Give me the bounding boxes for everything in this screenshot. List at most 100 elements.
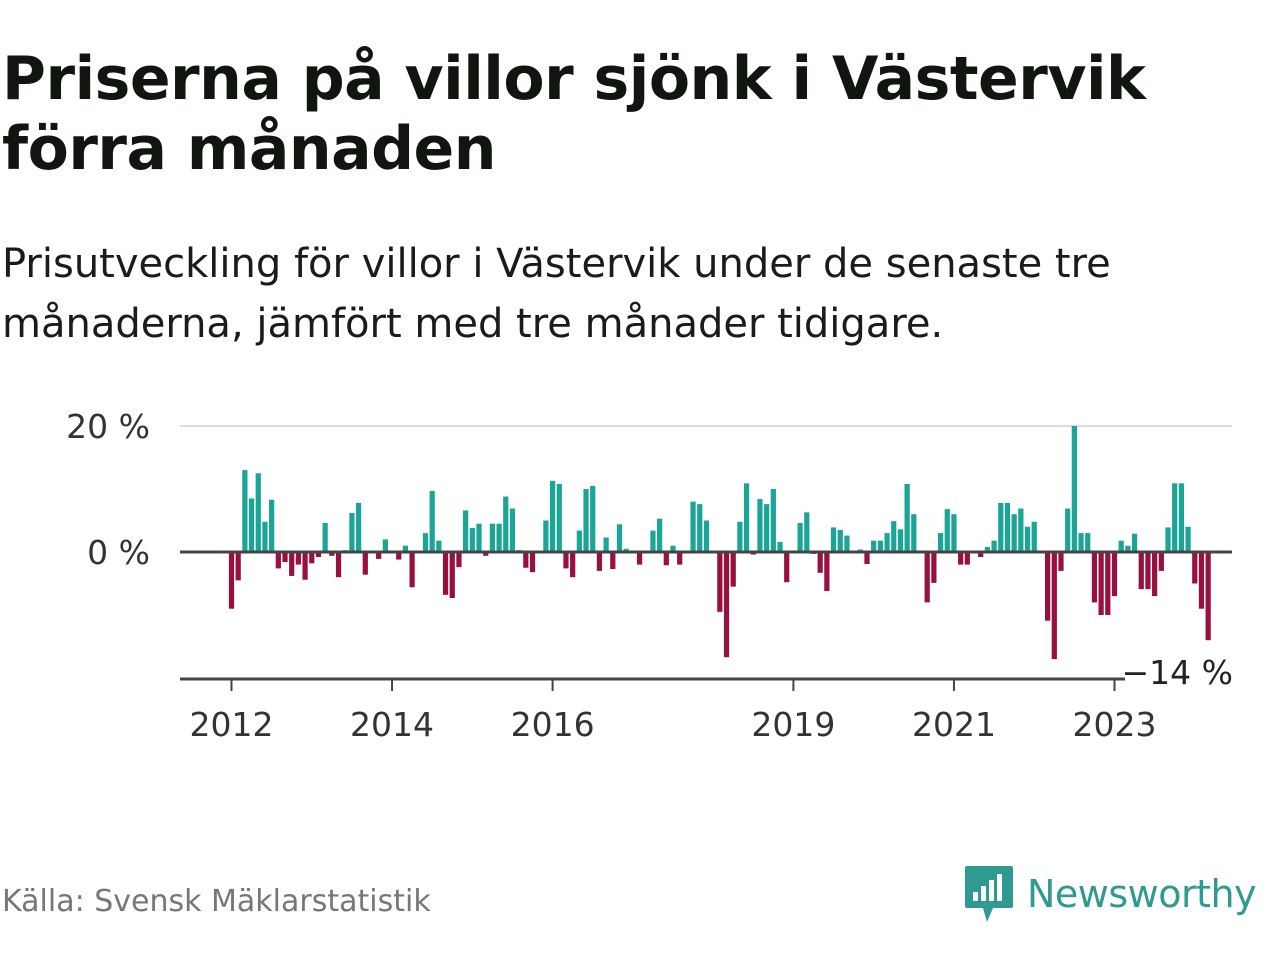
bar <box>1071 426 1077 552</box>
bar <box>1205 552 1211 641</box>
bar <box>1158 552 1164 571</box>
bar <box>891 521 897 552</box>
bar <box>804 512 810 552</box>
bar <box>824 552 830 592</box>
bar <box>242 470 248 552</box>
bar <box>1024 526 1031 552</box>
bar <box>931 552 937 583</box>
bar <box>777 541 783 552</box>
bar <box>543 520 549 552</box>
bar <box>396 552 402 560</box>
bar <box>1198 552 1205 609</box>
bar <box>1165 527 1171 552</box>
bar <box>1118 540 1124 552</box>
y-tick-label: 0 % <box>87 533 150 572</box>
bar <box>1111 552 1118 597</box>
bar <box>897 529 904 552</box>
bar <box>944 509 950 552</box>
bar <box>429 490 435 552</box>
bar-chart-speech-bubble-icon <box>965 866 1013 922</box>
bar <box>864 552 870 564</box>
bar <box>1125 545 1131 552</box>
x-tick-label: 2023 <box>1073 705 1157 744</box>
newsworthy-logo[interactable]: Newsworthy <box>963 864 1257 924</box>
bar <box>496 523 502 552</box>
source-note: Källa: Svensk Mäklarstatistik <box>2 884 431 919</box>
page-title: Priserna på villor sjönk i Västervik för… <box>2 44 1146 184</box>
bar <box>764 504 770 552</box>
bar <box>991 540 997 552</box>
bar <box>1011 514 1017 552</box>
bar <box>456 552 462 568</box>
bar <box>509 508 516 552</box>
x-tick-label: 2019 <box>751 705 835 744</box>
bar <box>1185 526 1191 552</box>
bar <box>1172 483 1178 552</box>
x-tick-label: 2014 <box>350 705 434 744</box>
bar <box>937 533 944 552</box>
bar <box>556 483 562 552</box>
bar <box>1018 508 1024 552</box>
bar <box>289 552 295 576</box>
bar <box>309 552 315 564</box>
bar <box>650 530 656 552</box>
bar <box>770 489 776 552</box>
bar <box>1192 552 1198 584</box>
bar <box>964 552 970 565</box>
bar <box>958 552 964 565</box>
bar <box>262 521 268 552</box>
bar <box>911 514 917 552</box>
bar <box>583 489 589 552</box>
bar <box>978 552 984 558</box>
bar <box>442 552 449 595</box>
bar <box>717 552 723 612</box>
bar <box>884 533 890 552</box>
bar <box>623 548 629 552</box>
bar <box>1145 552 1151 590</box>
bar <box>1058 552 1064 571</box>
bar-chart: 20 % 0 % 2012 2014 2016 2019 2021 2023 −14 % <box>66 407 1235 744</box>
bar <box>1045 552 1051 621</box>
bar <box>436 540 442 552</box>
bar <box>503 496 509 552</box>
bar <box>362 552 368 575</box>
bar <box>743 483 750 552</box>
bar <box>576 530 582 552</box>
latest-value-label: −14 % <box>1122 653 1234 692</box>
bar <box>817 552 823 573</box>
bar <box>322 523 328 552</box>
bar <box>663 552 669 566</box>
bar <box>235 552 241 581</box>
bar <box>951 514 957 552</box>
bar <box>590 485 596 552</box>
x-tick-label: 2012 <box>190 705 274 744</box>
bar <box>837 529 843 552</box>
bar <box>723 552 730 658</box>
bar <box>757 499 763 552</box>
bar <box>1065 508 1071 552</box>
bar <box>376 552 382 559</box>
bar <box>469 528 475 552</box>
bar <box>1051 552 1057 660</box>
bar <box>329 552 335 556</box>
bar <box>616 524 623 552</box>
bar <box>844 535 850 552</box>
bar <box>335 552 342 578</box>
bar <box>402 545 409 552</box>
bar <box>904 483 910 552</box>
bar <box>1078 533 1084 552</box>
bar <box>563 552 569 569</box>
bar <box>1138 552 1144 590</box>
bar <box>1105 552 1111 615</box>
bar <box>269 499 275 552</box>
bar <box>248 498 255 552</box>
bar <box>255 473 261 552</box>
bar <box>730 552 736 587</box>
bar <box>636 552 643 565</box>
x-tick-label: 2016 <box>511 705 595 744</box>
bar <box>422 533 429 552</box>
bar <box>603 537 609 552</box>
bar <box>924 552 930 603</box>
x-tick-label: 2021 <box>912 705 996 744</box>
y-tick-label: 20 % <box>66 407 150 446</box>
